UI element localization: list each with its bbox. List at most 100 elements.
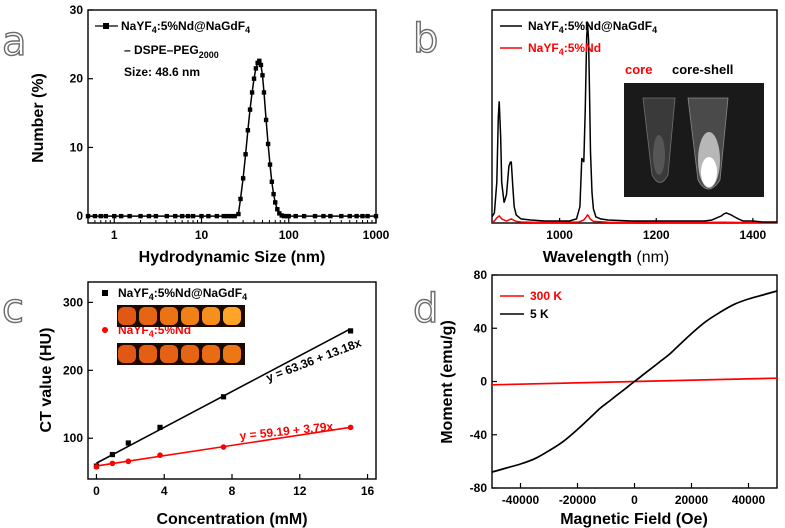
data-point-c-1: [157, 452, 163, 459]
phantom-well: [181, 307, 199, 325]
x-axis-title-a: Hydrodynamic Size (nm): [139, 249, 326, 266]
data-point-a: [243, 152, 248, 157]
panel-letter-c: c: [2, 286, 24, 332]
data-point-a: [85, 213, 91, 219]
phantom-well: [223, 307, 241, 325]
legend-c-marker-1: [102, 290, 108, 296]
y-tick-label-d-3: 40: [474, 321, 488, 335]
y-tick-label-a-0: 0: [76, 209, 83, 223]
phantom-well: [160, 307, 178, 325]
data-point-c-0: [125, 440, 131, 446]
data-point-a: [225, 213, 230, 219]
series-line-b-core: [491, 213, 777, 224]
data-point-a: [232, 213, 237, 219]
data-point-c-0: [220, 394, 227, 400]
series-line-b-core-shell: [491, 24, 777, 223]
data-point-a: [240, 176, 246, 181]
x-axis-title-b: Wavelength (nm): [543, 249, 670, 266]
series-line-a-0: [88, 59, 376, 217]
panel-b-legend: NaYF4:5%Nd@NaGdF4 NaYF4:5%Nd: [500, 19, 657, 57]
x-tick-label-c-2: 8: [229, 484, 236, 498]
panel-b-gridticks: 1000 1200 1400: [546, 218, 767, 242]
data-point-a: [286, 213, 291, 219]
x-tick-label-b-1: 1200: [643, 228, 670, 242]
data-point-a: [92, 213, 98, 219]
data-point-c-1: [125, 458, 132, 465]
data-point-a: [127, 213, 132, 219]
data-point-a: [269, 179, 275, 184]
panel-c-gridticks: 0 4 8 12 16 100 200 300: [63, 295, 375, 498]
x-tick-label-c-3: 12: [293, 484, 307, 498]
data-point-a: [98, 213, 103, 219]
data-point-a: [179, 213, 185, 219]
panel-a-gridticks: 1 10 100 1000 0 10 20 30: [70, 3, 390, 242]
legend-a-text-1: NaYF4:5%Nd@NaGdF4: [121, 19, 250, 35]
data-point-a: [281, 213, 287, 219]
phantom-well: [118, 307, 136, 325]
inset-label-core: core: [625, 62, 652, 77]
phantom-well: [118, 345, 136, 363]
x-tick-label-d-3: 20000: [675, 493, 709, 507]
data-point-a: [328, 213, 333, 219]
data-point-a: [279, 213, 284, 218]
legend-a-text-2: – DSPE–PEG2000: [124, 43, 219, 60]
data-point-a: [321, 213, 326, 219]
y-axis-title-c: CT value (HU): [38, 328, 55, 433]
y-tick-label-d-0: -80: [470, 481, 488, 495]
phantom-well: [202, 307, 220, 325]
panel-a-frame: [87, 9, 377, 224]
panel-b: 1000 1200 1400 NaYF4:5%Nd@NaGdF4 NaYF4:5%N…: [491, 9, 778, 266]
data-point-a: [360, 213, 365, 219]
panel-a-legend: NaYF4:5%Nd@NaGdF4 – DSPE–PEG2000 Size: 4…: [95, 19, 250, 79]
phantom-well: [181, 345, 199, 363]
phantom-strip-2: [117, 343, 245, 365]
data-point-a: [347, 213, 352, 219]
data-point-a: [273, 200, 278, 205]
data-point-a: [103, 213, 109, 219]
panel-a-series: [85, 58, 379, 219]
panel-d: -40000 -20000 0 20000 40000 -80 -40 0 40 80 300 K…: [439, 268, 778, 528]
panel-letter-a: a: [2, 19, 27, 65]
data-point-a: [275, 207, 280, 212]
x-tick-label-c-0: 0: [93, 484, 100, 498]
y-axis-title-a: Number (%): [30, 73, 47, 163]
x-tick-label-d-2: 0: [631, 493, 638, 507]
data-point-a: [153, 213, 159, 219]
y-tick-label-d-4: 80: [474, 268, 488, 282]
data-point-a: [249, 90, 255, 95]
panel-d-gridticks: -40000 -20000 0 20000 40000 -80 -40 0 40 80: [470, 268, 766, 507]
x-tick-label-a-3: 1000: [363, 228, 390, 242]
x-tick-label-d-4: 40000: [732, 493, 766, 507]
data-point-c-0: [347, 328, 354, 334]
data-point-a: [245, 128, 251, 133]
data-point-a: [190, 213, 196, 219]
y-tick-label-d-1: -40: [470, 428, 488, 442]
data-point-a: [229, 213, 234, 219]
x-tick-label-d-0: -40000: [502, 493, 540, 507]
x-axis-title-b-name: Wavelength: [543, 249, 632, 266]
panel-letter-d: d: [413, 286, 438, 332]
data-point-a: [265, 141, 271, 147]
core-shell-tube-bright: [701, 157, 717, 187]
data-point-a: [258, 62, 264, 68]
data-point-a: [199, 213, 204, 219]
fit-label-black: y = 63.36 + 13.18x: [264, 336, 363, 385]
x-tick-label-c-4: 16: [361, 484, 375, 498]
legend-b-text-2: NaYF4:5%Nd: [528, 41, 601, 57]
y-tick-label-a-2: 20: [70, 72, 84, 86]
fit-label-red: y = 59.19 + 3.79x: [239, 419, 334, 443]
data-point-a: [301, 213, 307, 219]
data-point-a: [267, 162, 273, 167]
data-point-a: [354, 213, 359, 219]
data-point-a: [236, 211, 241, 217]
x-tick-label-b-2: 1400: [739, 228, 766, 242]
data-point-a: [312, 213, 318, 219]
panel-c-series: [93, 328, 354, 470]
data-point-a: [261, 90, 267, 95]
data-point-c-1: [347, 424, 354, 431]
y-tick-label-c-1: 200: [63, 363, 83, 377]
data-point-a: [263, 117, 269, 123]
data-point-a: [365, 213, 370, 219]
data-point-a: [173, 213, 178, 219]
